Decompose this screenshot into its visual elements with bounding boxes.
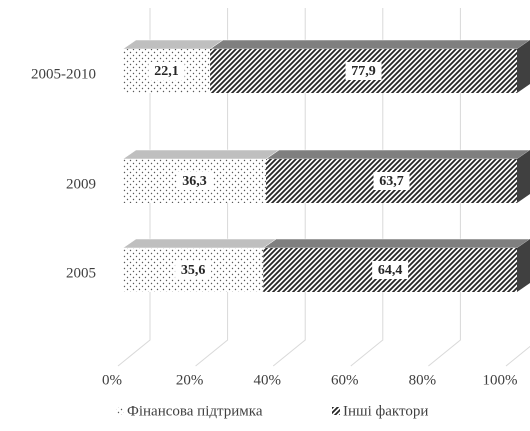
value-label-bg (345, 62, 382, 80)
y-tick-label: 2005 (66, 265, 96, 281)
value-label: 22,1 (154, 64, 179, 79)
value-label: 36,3 (182, 174, 207, 189)
x-tick-label: 60% (331, 372, 359, 388)
value-label-bg (148, 62, 185, 80)
value-label-bg (373, 172, 410, 190)
value-label: 77,9 (351, 64, 376, 79)
legend-swatch (332, 407, 340, 415)
value-label: 64,4 (378, 263, 403, 278)
bar-top (122, 238, 278, 249)
legend-label: Інші фактори (343, 403, 428, 419)
bar-top (262, 238, 530, 249)
y-tick-label: 2009 (66, 176, 96, 192)
value-label-bg (176, 172, 213, 190)
grid-line (272, 8, 306, 367)
x-tick-label: 80% (409, 372, 437, 388)
bar-top (265, 149, 530, 160)
bar-top (122, 149, 280, 160)
value-label: 63,7 (379, 174, 404, 189)
bar-side (517, 150, 530, 203)
x-tick-label: 0% (102, 372, 122, 388)
legend-label: Фінансова підтримка (127, 403, 263, 419)
value-label-bg (175, 261, 212, 279)
grid-line (505, 345, 530, 367)
grid-line (117, 8, 151, 367)
bar-side (517, 40, 530, 93)
value-label: 35,6 (181, 263, 206, 278)
x-tick-label: 100% (483, 372, 518, 388)
grid-line (195, 8, 229, 367)
grid-line (350, 8, 384, 367)
bar-top (122, 39, 224, 50)
grid-line (428, 8, 461, 367)
x-tick-label: 40% (253, 372, 281, 388)
bar-side (517, 239, 530, 292)
x-tick-label: 20% (176, 372, 204, 388)
value-label-bg (372, 261, 409, 279)
y-tick-label: 2005-2010 (31, 66, 96, 82)
bar-top (209, 39, 530, 50)
legend-swatch (116, 407, 124, 415)
